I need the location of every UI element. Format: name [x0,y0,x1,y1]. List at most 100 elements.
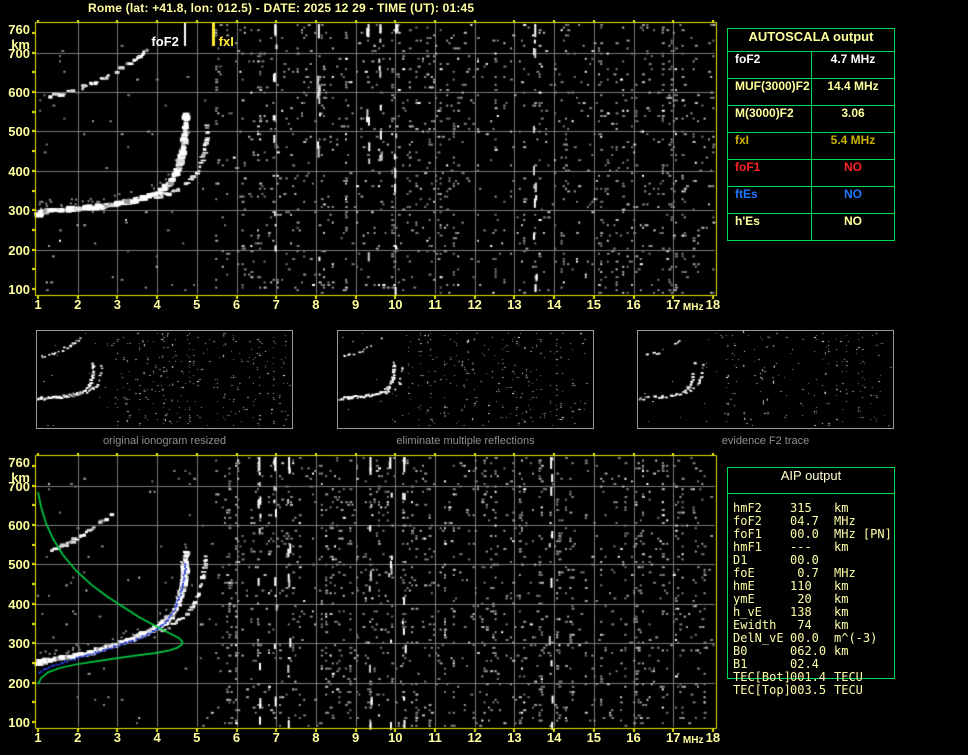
aip-param-unit: MHz [834,566,856,580]
thumbnail-evidence-f2 [637,330,894,429]
y-tick-label: 200 [8,242,30,258]
x-tick-label: 7 [272,730,280,745]
x-tick-label: 16 [626,730,641,745]
x-tick-label: 13 [507,730,522,745]
autoscala-row-fxI: fxI 5.4 MHz [728,132,894,159]
aip-param-label: TEC[Top] [733,683,791,697]
autoscala-param-value: NO [844,187,862,201]
aip-param-unit: TECU [834,683,863,697]
y-tick-label: 100 [8,282,30,297]
x-tick-label: 15 [586,730,602,745]
autoscala-param-value: NO [844,214,862,228]
aip-row-D1: D1 00.0 [728,553,894,567]
aip-param-unit: km [834,579,849,593]
y-axis-unit-label: km [11,469,30,485]
x-tick-label: 8 [312,730,320,745]
aip-param-unit: TECU [834,670,863,684]
aip-param-unit: km [834,501,849,515]
aip-param-label: D1 [733,553,748,567]
y-tick-label: 600 [8,518,30,533]
autoscala-table: AUTOSCALA output foF2 4.7 MHz MUF(3000)F2 1… [727,28,895,241]
thumbnail-eliminate-caption: eliminate multiple reflections [396,435,535,447]
x-tick-label: 16 [626,297,641,312]
aip-param-value: 138 [790,605,812,619]
marker-label-fxI: fxI [218,34,234,49]
x-tick-label: 17 [665,730,681,745]
x-tick-label: 2 [74,730,82,745]
autoscala-row-h'Es: h'Es NO [728,213,894,240]
autoscala-param-value: NO [844,160,862,174]
aip-row-B1: B1 02.4 [728,657,894,671]
y-tick-label: 300 [8,203,30,219]
autoscala-param-value: 4.7 MHz [830,52,876,66]
aip-param-value: 00.0 [790,631,819,645]
x-tick-label: 18 [705,297,721,312]
aip-param-label: hmF1 [733,540,762,554]
aip-param-value: 02.4 [790,657,819,671]
y-tick-label: 400 [8,596,30,612]
autoscala-param-label: M(3000)F2 [728,106,812,132]
x-tick-label: 14 [546,730,562,745]
y-tick-label: 100 [8,715,30,730]
thumbnail-evidence-caption: evidence F2 trace [721,435,810,447]
aip-param-label: ymE [733,592,755,606]
aip-param-value: 00.0 [790,527,819,541]
x-tick-label: 14 [546,297,562,312]
y-tick-label: 760 [8,454,30,470]
thumbnail-original-canvas [37,331,292,428]
aip-param-value: 0.7 [790,566,819,580]
autoscala-row-foF2: foF2 4.7 MHz [728,52,894,78]
x-tick-label: 12 [467,297,482,312]
aip-param-unit: MHz [834,514,856,528]
aip-row-TEC[Top]: TEC[Top] 003.5 TECU [728,683,894,697]
x-tick-label: 9 [351,730,360,745]
aip-param-label: DelN_vE [733,631,784,645]
aip-param-unit: MHz [PN] [834,527,892,541]
aip-header: AIP output [728,468,894,494]
autoscala-param-value: 3.06 [841,106,865,120]
ionogram-bottom [32,453,720,733]
aip-param-unit: km [834,618,849,632]
x-axis-unit-label: MHz [682,735,704,746]
x-tick-label: 9 [351,297,360,312]
aip-param-value: --- [790,540,812,554]
y-tick-label: 760 [8,21,30,37]
autoscala-param-label: ftEs [728,187,812,213]
y-tick-label: 500 [8,557,30,573]
aip-param-unit: km [834,605,849,619]
x-tick-label: 2 [74,297,82,312]
aip-param-label: hmE [733,579,755,593]
x-tick-label: 6 [232,297,241,312]
thumbnail-evidence-canvas [638,331,893,428]
x-tick-label: 5 [193,297,201,312]
aip-param-value: 74 [790,618,812,632]
aip-row-h_vE: h_vE 138 km [728,605,894,619]
ionogram-bottom-canvas [32,453,720,733]
y-axis-unit-label: km [11,36,30,52]
page-title: Rome (lat: +41.8, lon: 012.5) - DATE: 20… [88,1,475,15]
aip-row-hmF2: hmF2 315 km [728,501,894,515]
y-tick-label: 600 [8,85,30,100]
x-axis-unit-label: MHz [682,302,704,313]
aip-param-unit: km [834,540,849,554]
autoscala-row-MUF(3000)F2: MUF(3000)F2 14.4 MHz [728,78,894,105]
x-tick-label: 10 [388,297,403,312]
ionogram-top [32,20,720,300]
x-tick-label: 11 [428,730,442,745]
aip-param-value: 04.7 [790,514,819,528]
autoscala-row-ftEs: ftEs NO [728,186,894,213]
x-tick-label: 5 [193,730,201,745]
aip-param-label: TEC[Bot] [733,670,791,684]
autoscala-param-label: MUF(3000)F2 [728,79,812,105]
aip-param-value: 20 [790,592,812,606]
autoscala-param-value: 14.4 MHz [827,79,879,93]
x-tick-label: 17 [665,297,681,312]
x-tick-label: 1 [34,297,42,312]
aip-param-label: hmF2 [733,501,762,515]
aip-row-TEC[Bot]: TEC[Bot] 001.4 TECU [728,670,894,684]
thumbnail-original-caption: original ionogram resized [103,435,226,447]
x-tick-label: 4 [153,730,161,745]
x-tick-label: 6 [232,730,241,745]
x-tick-label: 15 [586,297,602,312]
